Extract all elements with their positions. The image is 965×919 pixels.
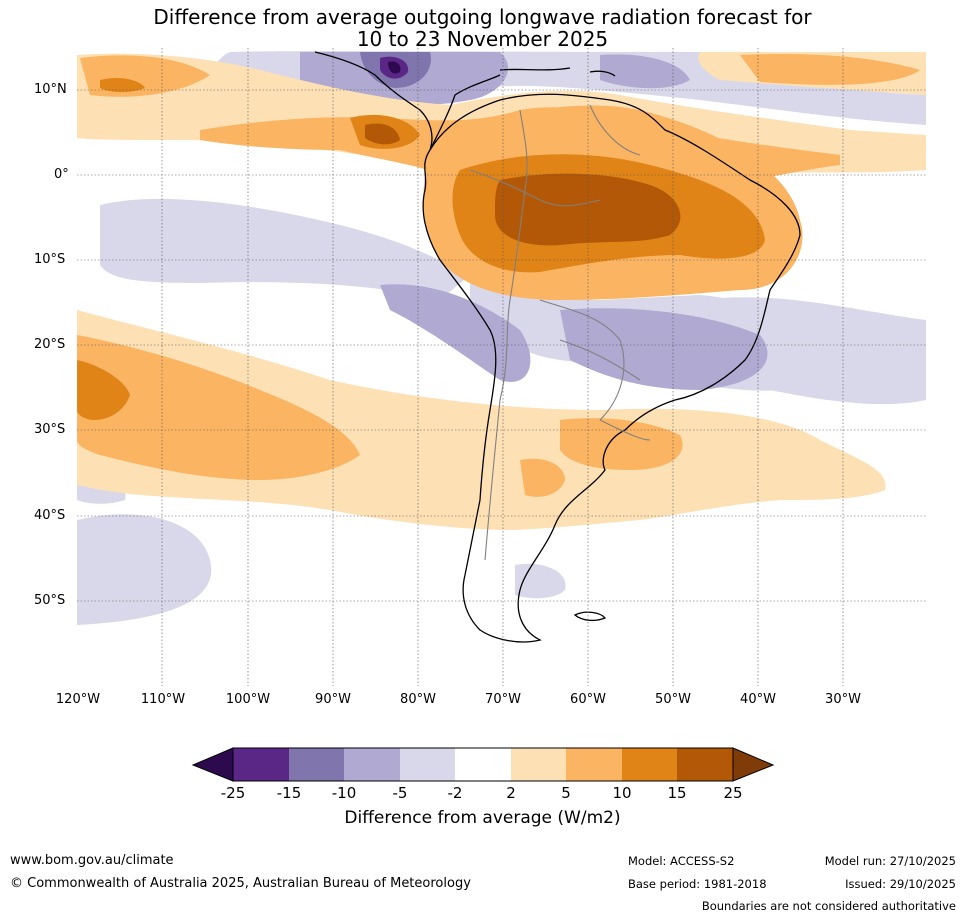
colorbar-tick-label: -10 (331, 784, 357, 802)
south-america-coastline (422, 93, 801, 643)
lat-label: 10°S (34, 252, 66, 267)
lon-label: 80°W (400, 692, 436, 707)
country-borders (469, 104, 651, 561)
colorbar (191, 747, 775, 782)
lat-label: 0° (54, 167, 69, 182)
lon-label: 60°W (570, 692, 606, 707)
lon-label: 30°W (825, 692, 861, 707)
lon-label: 110°W (140, 692, 186, 707)
graticule (77, 48, 926, 686)
neg-band-atlantic (700, 297, 926, 405)
pos-medium-argentina (520, 458, 565, 497)
lon-label: 70°W (485, 692, 521, 707)
pos-strong-pacific-north (100, 77, 145, 93)
colorbar-segment (622, 748, 677, 781)
lat-label: 10°N (34, 82, 67, 97)
colorbar-segment (566, 748, 622, 781)
lat-label: 40°S (34, 508, 66, 523)
colorbar-tick-label: 25 (723, 784, 743, 802)
colorbar-label: Difference from average (W/m2) (344, 808, 621, 828)
colorbar-segment (400, 748, 455, 781)
lon-label: 40°W (740, 692, 776, 707)
model-run-text: Model run: 27/10/2025 (824, 854, 956, 868)
issued-text: Issued: 29/10/2025 (845, 877, 956, 891)
anomaly-field (77, 48, 926, 686)
neg-medium-peru (380, 284, 531, 382)
colorbar-tick-label: 5 (561, 784, 571, 802)
pos-strongest-gulf (365, 123, 400, 145)
colorbar-tick-label: -25 (220, 784, 246, 802)
colorbar-segment (233, 748, 289, 781)
neg-band-southwest (77, 514, 212, 625)
model-text: Model: ACCESS-S2 (628, 854, 735, 868)
neg-medium-brazil (560, 308, 768, 390)
lon-label: 100°W (225, 692, 271, 707)
lon-label: 50°W (655, 692, 691, 707)
website-link[interactable]: www.bom.gov.au/climate (10, 853, 174, 868)
pos-medium-atlantic-north (740, 53, 920, 85)
lat-label: 30°S (34, 422, 66, 437)
colorbar-segment (344, 748, 400, 781)
colorbar-segment (511, 748, 566, 781)
colorbar-segment (289, 748, 344, 781)
copyright-text: © Commonwealth of Australia 2025, Austra… (10, 876, 471, 891)
base-period-text: Base period: 1981-2018 (628, 877, 767, 891)
lat-label: 20°S (34, 337, 66, 352)
colorbar-extend-low (191, 747, 234, 782)
border-lines (469, 104, 651, 561)
lat-label: 50°S (34, 593, 66, 608)
colorbar-tick-label: 2 (506, 784, 516, 802)
neutral-gap-east-pacific (820, 327, 926, 380)
lon-label: 90°W (315, 692, 351, 707)
colorbar-tick-label: -2 (447, 784, 463, 802)
falkland-islands (573, 611, 607, 622)
coastlines (314, 51, 801, 643)
colorbar-segment (677, 748, 733, 781)
map-title-line1: Difference from average outgoing longwav… (153, 5, 812, 29)
neg-medium-caribbean (600, 54, 690, 89)
map-title-line2: 10 to 23 November 2025 (356, 27, 609, 51)
colorbar-tick-label: -5 (392, 784, 408, 802)
colorbar-segment (455, 748, 511, 781)
colorbar-tick-label: 10 (612, 784, 632, 802)
disclaimer-text: Boundaries are not considered authoritat… (701, 899, 956, 913)
pos-strong-south-pacific (77, 360, 130, 420)
neg-deepest-core (388, 61, 401, 74)
central-america-coastline (314, 51, 501, 151)
colorbar-tick-label: 15 (667, 784, 687, 802)
pos-medium-south-pacific (77, 335, 360, 480)
colorbar-extend-high (732, 747, 775, 782)
lon-label: 120°W (55, 692, 101, 707)
colorbar-tick-label: -15 (276, 784, 302, 802)
neg-band-equatorial-pacific (100, 198, 470, 300)
pos-medium-uruguay (560, 418, 683, 470)
caribbean-islands (499, 67, 616, 77)
